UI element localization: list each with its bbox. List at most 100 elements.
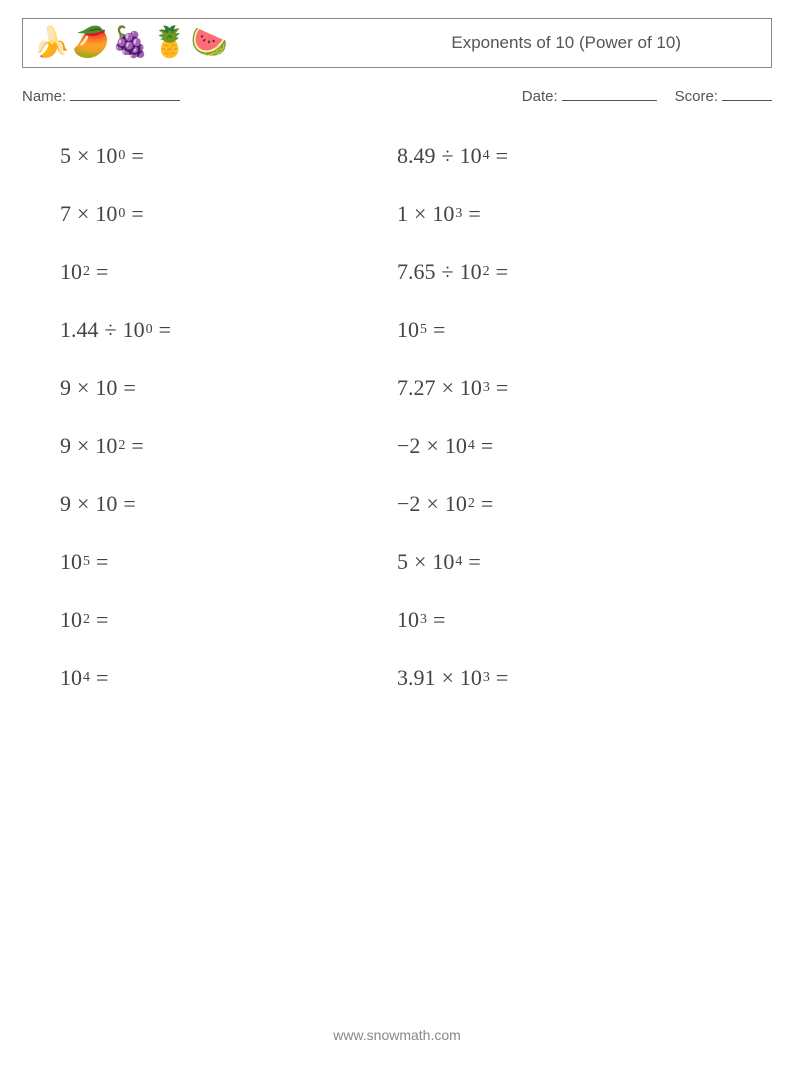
- base: 10: [123, 317, 145, 343]
- operator: ×: [414, 549, 426, 575]
- coefficient: 1.44: [60, 317, 99, 343]
- name-blank[interactable]: [70, 100, 180, 101]
- base: 10: [445, 491, 467, 517]
- equals: =: [496, 665, 508, 691]
- base: 10: [445, 433, 467, 459]
- problems-column-left: 5×100 =7×100 =102 =1.44÷100 =9×10 =9×102…: [60, 127, 397, 707]
- name-label: Name:: [22, 88, 66, 105]
- equals: =: [123, 491, 135, 517]
- base: 10: [95, 143, 117, 169]
- info-row: Name: Date: Score:: [22, 88, 772, 105]
- date-label: Date:: [522, 88, 558, 105]
- equals: =: [496, 375, 508, 401]
- operator: ×: [77, 375, 89, 401]
- base: 10: [60, 665, 82, 691]
- score-field: Score:: [675, 88, 772, 105]
- problems-column-right: 8.49÷104 =1×103 =7.65÷102 =105 =7.27×103…: [397, 127, 734, 707]
- score-blank[interactable]: [722, 100, 772, 101]
- coefficient: 5: [60, 143, 71, 169]
- base: 10: [432, 201, 454, 227]
- problem: 103 =: [397, 591, 734, 649]
- coefficient: 7.27: [397, 375, 436, 401]
- problem: 9×102 =: [60, 417, 397, 475]
- problem: 102 =: [60, 243, 397, 301]
- footer-url: www.snowmath.com: [333, 1027, 461, 1043]
- mango-icon: 🥭: [72, 28, 109, 58]
- equals: =: [468, 201, 480, 227]
- problems-grid: 5×100 =7×100 =102 =1.44÷100 =9×10 =9×102…: [60, 127, 734, 707]
- worksheet-title: Exponents of 10 (Power of 10): [451, 33, 761, 53]
- equals: =: [481, 491, 493, 517]
- equals: =: [131, 201, 143, 227]
- pineapple-icon: 🍍: [151, 28, 188, 58]
- header-box: 🍌 🥭 🍇 🍍 🍉 Exponents of 10 (Power of 10): [22, 18, 772, 68]
- coefficient: 7: [60, 201, 71, 227]
- equals: =: [123, 375, 135, 401]
- equals: =: [131, 143, 143, 169]
- equals: =: [481, 433, 493, 459]
- operator: ÷: [442, 259, 454, 285]
- equals: =: [96, 549, 108, 575]
- coefficient: 9: [60, 491, 71, 517]
- coefficient: 9: [60, 375, 71, 401]
- coefficient: 1: [397, 201, 408, 227]
- equals: =: [433, 317, 445, 343]
- coefficient: 8.49: [397, 143, 436, 169]
- problem: 7.27×103 =: [397, 359, 734, 417]
- problem: 7×100 =: [60, 185, 397, 243]
- date-blank[interactable]: [562, 100, 657, 101]
- watermelon-icon: 🍉: [190, 28, 227, 58]
- name-field: Name:: [22, 88, 522, 105]
- coefficient: −2: [397, 491, 420, 517]
- problem: 1.44÷100 =: [60, 301, 397, 359]
- problem: 105 =: [397, 301, 734, 359]
- base: 10: [60, 607, 82, 633]
- coefficient: 9: [60, 433, 71, 459]
- grapes-icon: 🍇: [112, 28, 149, 58]
- coefficient: 3.91: [397, 665, 436, 691]
- operator: ×: [77, 201, 89, 227]
- base: 10: [95, 201, 117, 227]
- base: 10: [95, 375, 117, 401]
- base: 10: [460, 375, 482, 401]
- score-label: Score:: [675, 88, 718, 105]
- problem: 1×103 =: [397, 185, 734, 243]
- problem: 104 =: [60, 649, 397, 707]
- equals: =: [496, 143, 508, 169]
- problem: 7.65÷102 =: [397, 243, 734, 301]
- problem: 105 =: [60, 533, 397, 591]
- base: 10: [397, 317, 419, 343]
- operator: ÷: [442, 143, 454, 169]
- base: 10: [460, 143, 482, 169]
- equals: =: [96, 607, 108, 633]
- equals: =: [468, 549, 480, 575]
- equals: =: [96, 259, 108, 285]
- footer: www.snowmath.com: [0, 1027, 794, 1043]
- operator: ÷: [105, 317, 117, 343]
- problem: 9×10 =: [60, 359, 397, 417]
- operator: ×: [414, 201, 426, 227]
- date-field: Date:: [522, 88, 657, 105]
- operator: ×: [426, 433, 438, 459]
- fruit-row: 🍌 🥭 🍇 🍍 🍉: [33, 28, 228, 58]
- coefficient: −2: [397, 433, 420, 459]
- base: 10: [460, 665, 482, 691]
- equals: =: [433, 607, 445, 633]
- base: 10: [60, 549, 82, 575]
- base: 10: [95, 491, 117, 517]
- base: 10: [60, 259, 82, 285]
- base: 10: [432, 549, 454, 575]
- equals: =: [159, 317, 171, 343]
- operator: ×: [426, 491, 438, 517]
- equals: =: [496, 259, 508, 285]
- operator: ×: [442, 665, 454, 691]
- problem: 3.91×103 =: [397, 649, 734, 707]
- problem: 5×100 =: [60, 127, 397, 185]
- problem: −2×102 =: [397, 475, 734, 533]
- problem: 8.49÷104 =: [397, 127, 734, 185]
- base: 10: [95, 433, 117, 459]
- problem: 9×10 =: [60, 475, 397, 533]
- banana-icon: 🍌: [33, 28, 70, 58]
- equals: =: [96, 665, 108, 691]
- operator: ×: [77, 491, 89, 517]
